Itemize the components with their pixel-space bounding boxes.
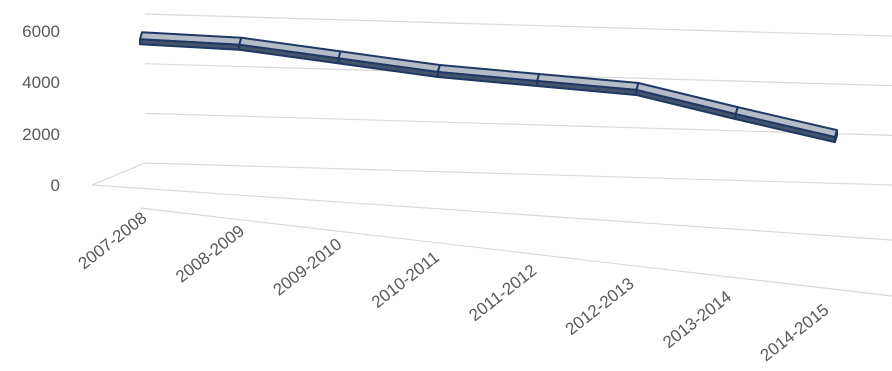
- x-tick-label: 2014-2015: [757, 300, 833, 365]
- ribbon-joint: [337, 51, 342, 59]
- y-tick-label: 0: [51, 176, 60, 195]
- gridline: [144, 112, 892, 136]
- gridline: [144, 162, 892, 186]
- y-tick-label: 2000: [22, 125, 60, 144]
- ribbon-joint: [238, 37, 242, 45]
- ribbon-joint: [437, 64, 441, 73]
- floor-edge: [91, 162, 146, 186]
- y-tick-label: 6000: [22, 22, 60, 41]
- data-series-ribbon: [139, 31, 838, 144]
- x-tick-label: 2013-2014: [659, 287, 735, 352]
- x-tick-label: 2011-2012: [465, 261, 540, 325]
- floor-edge: [139, 207, 892, 297]
- y-tick-label: 4000: [22, 73, 60, 92]
- ribbon-joint: [735, 106, 739, 115]
- x-tick-label: 2008-2009: [172, 221, 248, 286]
- x-tick-label: 2009-2010: [270, 234, 346, 299]
- y-axis-tick-labels: 0 2000 4000 6000: [22, 22, 60, 195]
- x-axis-tick-labels: 2007-2008 2008-2009 2009-2010 2010-2011 2011…: [75, 208, 833, 365]
- x-tick-label: 2010-2011: [368, 248, 443, 312]
- x-tick-label: 2007-2008: [75, 208, 151, 273]
- ribbon-joint: [635, 82, 640, 91]
- floor-edge: [91, 184, 892, 241]
- ribbon-end-cap: [834, 129, 838, 144]
- gridline: [144, 13, 892, 37]
- ribbon-joint: [536, 73, 540, 82]
- x-tick-label: 2012-2013: [562, 274, 638, 339]
